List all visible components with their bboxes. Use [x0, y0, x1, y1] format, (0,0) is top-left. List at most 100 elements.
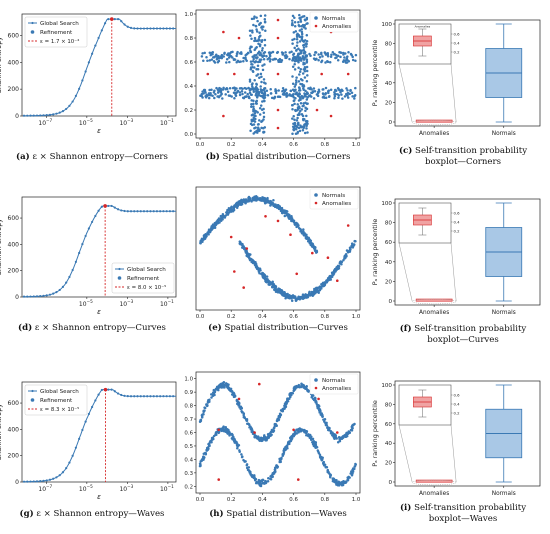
normal-point — [241, 92, 244, 96]
x-tick-label: 0.0 — [196, 497, 205, 503]
y-tick-label: 0.7 — [184, 417, 193, 423]
refinement-point — [35, 295, 39, 298]
normal-point — [293, 102, 296, 106]
axes-frame — [394, 19, 541, 127]
normal-point — [259, 479, 262, 483]
normal-point — [228, 87, 232, 90]
normal-point — [253, 127, 256, 130]
normal-point — [297, 224, 300, 228]
normal-point — [295, 44, 299, 47]
normal-point — [245, 200, 249, 203]
refinement-point — [149, 210, 152, 213]
y-tick-label: 100 — [381, 201, 392, 207]
refinement-point — [42, 294, 45, 297]
normal-point — [198, 464, 202, 468]
normal-point — [259, 72, 263, 76]
normal-point — [318, 56, 322, 59]
normal-point — [287, 397, 290, 400]
refinement-point — [91, 220, 94, 224]
x-tick-label: 0.8 — [321, 142, 330, 148]
normal-point — [284, 445, 288, 448]
normal-point — [215, 86, 218, 90]
caption-label: (i) — [399, 503, 412, 513]
refinement-point — [48, 478, 52, 481]
normal-point — [246, 252, 249, 256]
normal-point — [263, 50, 267, 54]
normal-point — [346, 96, 350, 99]
normal-point — [255, 102, 258, 105]
refinement-point — [81, 79, 84, 82]
normal-point — [240, 201, 244, 204]
normal-point — [292, 114, 295, 118]
normal-point — [305, 114, 308, 118]
normal-point — [293, 68, 297, 71]
normal-point — [334, 56, 337, 60]
normal-point — [299, 18, 302, 22]
normal-point — [292, 96, 296, 99]
caption-text: Self-transition probability — [411, 503, 527, 513]
legend-line-marker — [31, 389, 34, 393]
normal-point — [255, 87, 259, 90]
normal-point — [297, 47, 300, 50]
normal-point — [301, 104, 304, 108]
scatter-chart-h: 0.0 0.2 0.4 0.6 0.8 1.0 0.2 0.3 0.4 0.5 0.6 0.7 0.8 0… — [184, 371, 361, 503]
normal-point — [260, 80, 263, 84]
normal-point — [307, 87, 310, 90]
refinement-point — [32, 114, 35, 117]
normal-point — [317, 291, 320, 295]
normal-point — [330, 432, 333, 435]
normal-point — [265, 198, 269, 201]
normal-point — [354, 86, 357, 90]
refinement-point — [136, 395, 139, 398]
normal-point — [345, 93, 349, 97]
normal-point — [310, 243, 313, 247]
normal-point — [300, 50, 303, 54]
axes-frame — [21, 196, 177, 298]
normal-point — [340, 88, 343, 91]
normal-point — [239, 407, 242, 411]
normal-point — [287, 296, 290, 299]
normal-point — [308, 94, 312, 97]
normal-point — [346, 432, 349, 436]
normal-point — [320, 455, 323, 459]
x-tick-label: 10−1 — [160, 484, 174, 493]
normal-point — [305, 98, 309, 101]
normal-point — [336, 54, 340, 58]
refinement-point — [142, 395, 146, 398]
normal-point — [216, 221, 220, 225]
anomaly-point — [317, 397, 320, 401]
normal-point — [305, 79, 309, 83]
legend-label-epsilon: ε = 8.0 × 10⁻⁵ — [127, 284, 166, 291]
normal-point — [302, 386, 306, 389]
refinement-point — [172, 27, 175, 30]
normal-point — [291, 75, 294, 78]
normal-point — [211, 94, 214, 98]
normal-point — [287, 440, 290, 444]
refinement-point — [155, 27, 159, 30]
normal-point — [217, 54, 220, 58]
normal-point — [208, 88, 211, 92]
normal-point — [293, 118, 296, 121]
normal-point — [331, 434, 334, 437]
normal-point — [305, 17, 309, 21]
normal-point — [300, 384, 303, 387]
caption-a: (a) ε × Shannon entropy—Corners — [4, 152, 180, 163]
normal-point — [311, 442, 315, 446]
x-tick-label: 0.8 — [321, 314, 330, 320]
x-tick-label: 10−3 — [119, 299, 133, 308]
normal-point — [337, 96, 340, 100]
refinement-point — [48, 113, 52, 116]
normal-point — [241, 243, 244, 247]
normal-point — [270, 428, 274, 432]
normal-point — [268, 51, 271, 54]
normal-point — [238, 60, 241, 64]
normal-point — [303, 131, 307, 135]
normal-point — [351, 95, 354, 98]
normal-point — [210, 225, 213, 229]
normal-point — [199, 418, 202, 422]
normal-point — [291, 132, 294, 136]
refinement-point — [29, 114, 32, 117]
normal-point — [336, 480, 340, 484]
inset-connector-left — [398, 242, 413, 302]
